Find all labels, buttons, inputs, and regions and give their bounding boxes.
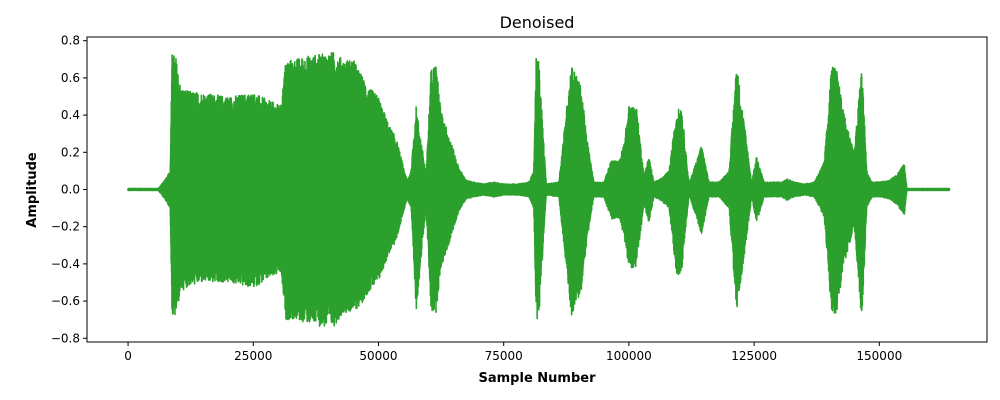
y-tick-label: 0.0 (61, 183, 80, 197)
x-tick-label: 150000 (856, 349, 902, 363)
y-tick-label: −0.4 (51, 257, 80, 271)
x-tick-label: 25000 (234, 349, 272, 363)
y-tick-label: 0.2 (61, 145, 80, 159)
y-tick-label: −0.2 (51, 220, 80, 234)
chart-title: Denoised (500, 13, 575, 32)
x-axis-label: Sample Number (479, 371, 597, 386)
y-tick-label: 0.8 (61, 34, 80, 48)
plot-area (127, 51, 951, 327)
x-tick-label: 100000 (606, 349, 652, 363)
y-axis-label: Amplitude (25, 152, 40, 228)
y-tick-label: −0.6 (51, 294, 80, 308)
x-tick-label: 125000 (731, 349, 777, 363)
y-tick-label: 0.6 (61, 71, 80, 85)
x-tick-label: 75000 (485, 349, 523, 363)
y-tick-label: 0.4 (61, 108, 80, 122)
axis-ticks: 0 25000 50000 75000 100000 125000 150000 −0.8 −0… (51, 34, 902, 363)
x-tick-label: 0 (124, 349, 132, 363)
y-tick-label: −0.8 (51, 331, 80, 345)
waveform-series-0 (127, 51, 951, 327)
x-tick-label: 50000 (359, 349, 397, 363)
